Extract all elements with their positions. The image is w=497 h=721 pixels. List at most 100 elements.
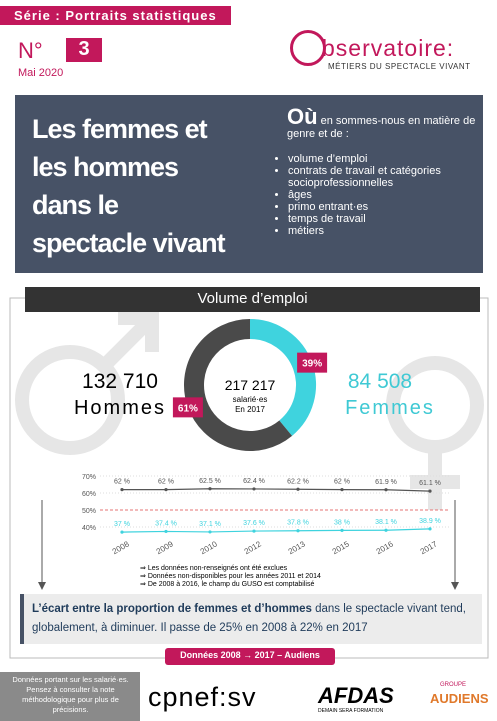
conclusion: L’écart entre la proportion de femmes et… xyxy=(32,600,477,638)
x-tick-label: 2010 xyxy=(199,539,219,556)
donut-label-bg xyxy=(297,352,328,373)
trend-point xyxy=(208,487,212,491)
topic: volume d’emploi xyxy=(288,153,493,165)
donut-label: 39% xyxy=(302,359,322,370)
x-tick-label: 2013 xyxy=(287,539,307,556)
logo-afdas-sub: DEMAIN SERA FORMATION xyxy=(318,708,384,714)
logo-afdas: AFDAS xyxy=(318,683,394,708)
y-tick-label: 40% xyxy=(82,525,96,532)
y-tick-label: 60% xyxy=(82,491,96,498)
conclusion-rest: dans le spectacle vivant tend, globaleme… xyxy=(32,603,466,634)
men-label: Hommes xyxy=(73,397,166,419)
note-text: De 2008 à 2016, le champ du GUSO est com… xyxy=(147,581,315,588)
trend-value-label: 37.1 % xyxy=(199,521,221,528)
number: 3 xyxy=(66,38,102,62)
x-tick-label: 2008 xyxy=(111,539,131,556)
series-tag: Série : Portraits statistiques xyxy=(0,6,231,25)
section-title-bar xyxy=(25,287,480,312)
donut: 39% 61% xyxy=(172,319,328,451)
topic: âges xyxy=(288,189,493,201)
trend-point xyxy=(296,529,300,533)
gender-symbols xyxy=(15,311,484,510)
banner-question: Où en sommes-nous en matière de genre et… xyxy=(287,106,477,141)
trend-point xyxy=(384,528,388,532)
trend-point xyxy=(252,529,256,533)
date: Mai 2020 xyxy=(18,67,64,79)
note: ⇒ Données non-disponibles pour les année… xyxy=(140,573,321,580)
trend-value-label: 62.5 % xyxy=(199,478,221,485)
trend-point xyxy=(208,530,212,534)
trend-value-label: 37.8 % xyxy=(287,520,309,527)
trend-point xyxy=(164,488,168,492)
logo-audiens: AUDIENS xyxy=(430,691,489,706)
notes: ⇒ Les données non-renseignés ont été exc… xyxy=(140,565,321,589)
trend-value-label: 62 % xyxy=(158,479,174,486)
banner-title: Les femmes et les hommes dans le spectacle … xyxy=(32,110,226,262)
trend-line xyxy=(121,528,431,533)
trend-point xyxy=(120,530,124,534)
connector xyxy=(41,500,456,585)
men-count: 132 710 xyxy=(82,370,158,393)
note: ⇒ Les données non-renseignés ont été exc… xyxy=(140,565,288,572)
source-pill xyxy=(165,648,335,665)
title-line: les hommes xyxy=(32,152,179,182)
note-text: Données non-disponibles pour les années … xyxy=(147,573,321,580)
logo-letter: o xyxy=(290,30,326,66)
trend-value-label: 62.2 % xyxy=(287,478,309,485)
x-tick-label: 2009 xyxy=(155,539,175,556)
total-sub: salarié·es xyxy=(232,395,268,404)
trend-value-label: 62 % xyxy=(334,479,350,486)
trend-point xyxy=(296,487,300,491)
logo-audiens-top: GROUPE xyxy=(440,682,467,688)
total: 217 217 xyxy=(224,377,276,393)
x-tick-label: 2016 xyxy=(375,539,395,556)
trend-point xyxy=(252,487,256,491)
trend-line xyxy=(122,488,431,492)
trend-value-label: 38.9 % xyxy=(419,518,441,525)
question-lead: Où xyxy=(287,104,318,129)
trend-point xyxy=(164,529,168,534)
title-line: spectacle vivant xyxy=(32,228,226,258)
trend-value-label: 37.4 % xyxy=(155,520,177,527)
trend-value-label: 38.1 % xyxy=(375,519,397,526)
note: ⇒ De 2008 à 2016, le champ du GUSO est c… xyxy=(140,581,315,588)
logo-word: bservatoire: xyxy=(322,35,455,61)
trend-point xyxy=(340,528,344,533)
banner-bg xyxy=(15,95,483,273)
topic-list: volume d’emploicontrats de travail et ca… xyxy=(270,153,493,237)
trend-value-label: 61.9 % xyxy=(375,479,397,486)
trend-value-label: 37.6 % xyxy=(243,520,265,527)
topic: primo entrant·es xyxy=(288,201,493,213)
trend-value-label: 62.4 % xyxy=(243,478,265,485)
number-prefix: N° xyxy=(18,38,43,63)
conclusion-bold: L’écart entre la proportion de femmes et… xyxy=(32,603,312,615)
trend-value-label: 37 % xyxy=(114,521,130,528)
footer-bg xyxy=(0,672,140,721)
x-tick-label: 2017 xyxy=(419,539,439,556)
trend-point xyxy=(384,488,388,492)
footer-note: Données portant sur les salarié·es. Pens… xyxy=(12,675,129,714)
source: Données 2008 → 2017 – Audiens xyxy=(180,650,320,660)
trend-chart: 70% 60% 50% 40% 2008 2009 2010 2012 2013 2015 2016… xyxy=(82,474,450,556)
women-label: Femmes xyxy=(345,397,435,419)
question-rest: en sommes-nous en matière de genre et de… xyxy=(287,115,476,140)
logo-sub: MÉTIERS DU SPECTACLE VIVANT xyxy=(328,62,471,71)
trend-value-label: 62 % xyxy=(114,479,130,486)
total-year: En 2017 xyxy=(235,405,265,414)
topic: temps de travail xyxy=(288,213,493,225)
arrow xyxy=(38,582,46,590)
women-count: 84 508 xyxy=(347,370,413,393)
conclusion-bar xyxy=(20,594,24,644)
arrow xyxy=(451,582,459,590)
trend-value-label: 61.1 % xyxy=(419,480,441,487)
logo-cpnef: cpnef:sv xyxy=(148,682,257,712)
trend-point xyxy=(340,488,344,492)
note-text: Les données non-renseignés ont été exclu… xyxy=(147,565,288,572)
topic: métiers xyxy=(288,225,493,237)
conclusion-bg xyxy=(20,594,482,644)
section-title: Volume d’emploi xyxy=(197,290,308,307)
x-tick-label: 2015 xyxy=(331,539,351,556)
y-tick-label: 70% xyxy=(82,474,96,481)
